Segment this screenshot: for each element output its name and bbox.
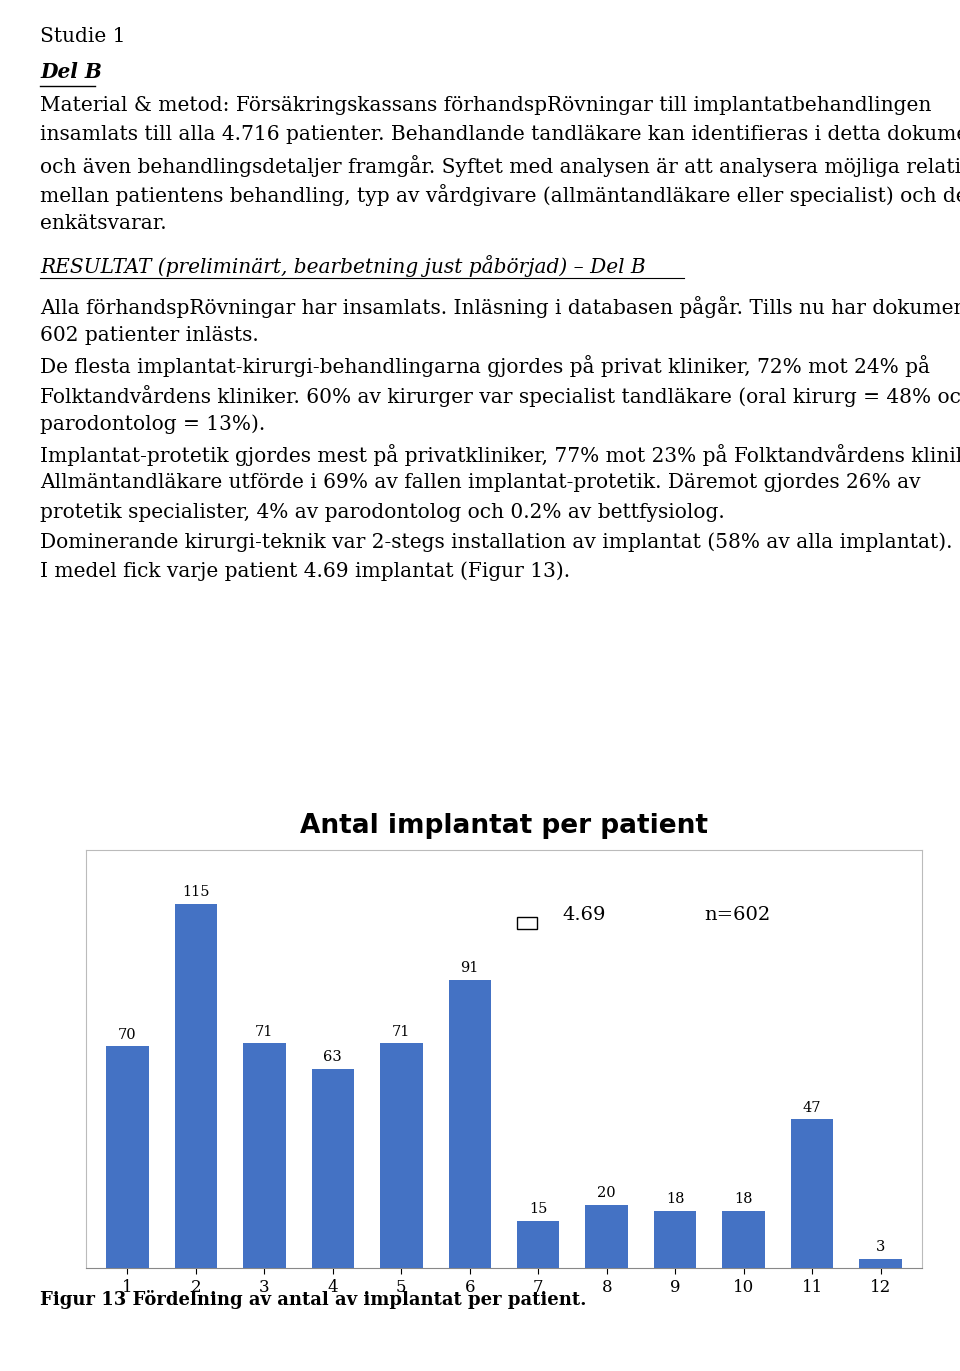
Text: enkätsvarar.: enkätsvarar. bbox=[40, 214, 167, 233]
Bar bbox=[312, 1068, 354, 1268]
Text: I medel fick varje patient 4.69 implantat (Figur 13).: I medel fick varje patient 4.69 implanta… bbox=[40, 562, 570, 581]
Bar bbox=[859, 1259, 901, 1268]
Bar bbox=[791, 1119, 833, 1268]
Bar bbox=[380, 1043, 422, 1268]
Text: Dominerande kirurgi-teknik var 2-stegs installation av implantat (58% av alla im: Dominerande kirurgi-teknik var 2-stegs i… bbox=[40, 532, 953, 553]
Bar bbox=[175, 903, 217, 1268]
Text: 602 patienter inlästs.: 602 patienter inlästs. bbox=[40, 326, 259, 345]
Text: RESULTAT (preliminärt, bearbetning just påbörjad) – Del B: RESULTAT (preliminärt, bearbetning just … bbox=[40, 255, 646, 277]
Text: Allmäntandläkare utförde i 69% av fallen implantat-protetik. Däremot gjordes 26%: Allmäntandläkare utförde i 69% av fallen… bbox=[40, 473, 921, 492]
Text: 70: 70 bbox=[118, 1028, 136, 1042]
Text: De flesta implantat-kirurgi-behandlingarna gjordes på privat kliniker, 72% mot 2: De flesta implantat-kirurgi-behandlingar… bbox=[40, 355, 930, 377]
Text: protetik specialister, 4% av parodontolog och 0.2% av bettfysiolog.: protetik specialister, 4% av parodontolo… bbox=[40, 503, 725, 522]
Text: Implantat-protetik gjordes mest på privatkliniker, 77% mot 23% på Folktandvården: Implantat-protetik gjordes mest på priva… bbox=[40, 444, 960, 466]
Bar bbox=[516, 917, 538, 930]
Text: Material & metod: Försäkringskassans förhandspRövningar till implantatbehandling: Material & metod: Försäkringskassans för… bbox=[40, 96, 932, 115]
Text: mellan patientens behandling, typ av vårdgivare (allmäntandläkare eller speciali: mellan patientens behandling, typ av vår… bbox=[40, 184, 960, 207]
Text: insamlats till alla 4.716 patienter. Behandlande tandläkare kan identifieras i d: insamlats till alla 4.716 patienter. Beh… bbox=[40, 125, 960, 144]
Bar bbox=[654, 1211, 696, 1268]
Title: Antal implantat per patient: Antal implantat per patient bbox=[300, 813, 708, 839]
Bar bbox=[722, 1211, 765, 1268]
Text: 91: 91 bbox=[461, 961, 479, 975]
Text: 18: 18 bbox=[666, 1193, 684, 1206]
Bar bbox=[448, 980, 491, 1268]
Bar bbox=[586, 1205, 628, 1268]
Text: 115: 115 bbox=[182, 886, 209, 899]
Text: 20: 20 bbox=[597, 1186, 616, 1200]
Text: Del B: Del B bbox=[40, 62, 102, 82]
Text: 71: 71 bbox=[255, 1024, 274, 1038]
Bar bbox=[243, 1043, 286, 1268]
Text: 18: 18 bbox=[734, 1193, 753, 1206]
Text: Figur 13 Fördelning av antal av implantat per patient.: Figur 13 Fördelning av antal av implanta… bbox=[40, 1290, 587, 1309]
Bar bbox=[517, 1220, 560, 1268]
Text: 63: 63 bbox=[324, 1050, 342, 1064]
Text: 47: 47 bbox=[803, 1101, 822, 1115]
Text: n=602: n=602 bbox=[705, 906, 771, 924]
Text: 3: 3 bbox=[876, 1239, 885, 1254]
Text: parodontolog = 13%).: parodontolog = 13%). bbox=[40, 414, 266, 435]
Text: 71: 71 bbox=[392, 1024, 411, 1038]
Text: Studie 1: Studie 1 bbox=[40, 27, 126, 47]
Text: Folktandvårdens kliniker. 60% av kirurger var specialist tandläkare (oral kirurg: Folktandvårdens kliniker. 60% av kirurge… bbox=[40, 385, 960, 407]
Text: Alla förhandspRövningar har insamlats. Inläsning i databasen pågår. Tills nu har: Alla förhandspRövningar har insamlats. I… bbox=[40, 296, 960, 318]
Bar bbox=[107, 1046, 149, 1268]
Text: 15: 15 bbox=[529, 1202, 547, 1216]
Text: och även behandlingsdetaljer framgår. Syftet med analysen är att analysera möjli: och även behandlingsdetaljer framgår. Sy… bbox=[40, 155, 960, 177]
Text: 4.69: 4.69 bbox=[563, 906, 606, 924]
